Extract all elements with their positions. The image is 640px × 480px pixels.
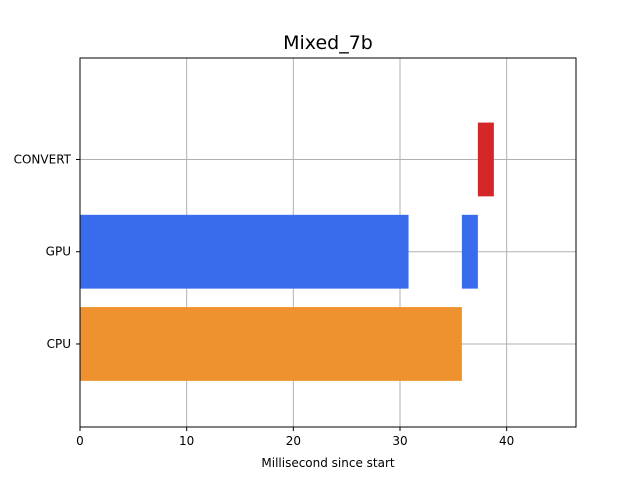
y-axis-ticks: CPU GPU CONVERT — [14, 152, 80, 351]
x-tick-label: 0 — [76, 434, 84, 448]
bar-gpu — [461, 214, 478, 289]
y-tick-label: CPU — [47, 337, 71, 351]
x-tick-label: 10 — [179, 434, 194, 448]
chart-title: Mixed_7b — [283, 32, 373, 54]
x-tick-label: 30 — [392, 434, 407, 448]
y-tick-label: GPU — [46, 245, 71, 259]
bar-cpu — [80, 307, 462, 381]
bar-gpu — [80, 214, 409, 289]
x-tick-label: 20 — [286, 434, 301, 448]
bar-convert — [477, 122, 494, 197]
x-axis-ticks: 0 10 20 30 40 — [76, 427, 514, 448]
x-axis-label: Millisecond since start — [261, 456, 395, 470]
x-tick-label: 40 — [499, 434, 514, 448]
bars — [80, 122, 494, 381]
y-tick-label: CONVERT — [14, 152, 72, 166]
plot-frame — [79, 57, 577, 428]
